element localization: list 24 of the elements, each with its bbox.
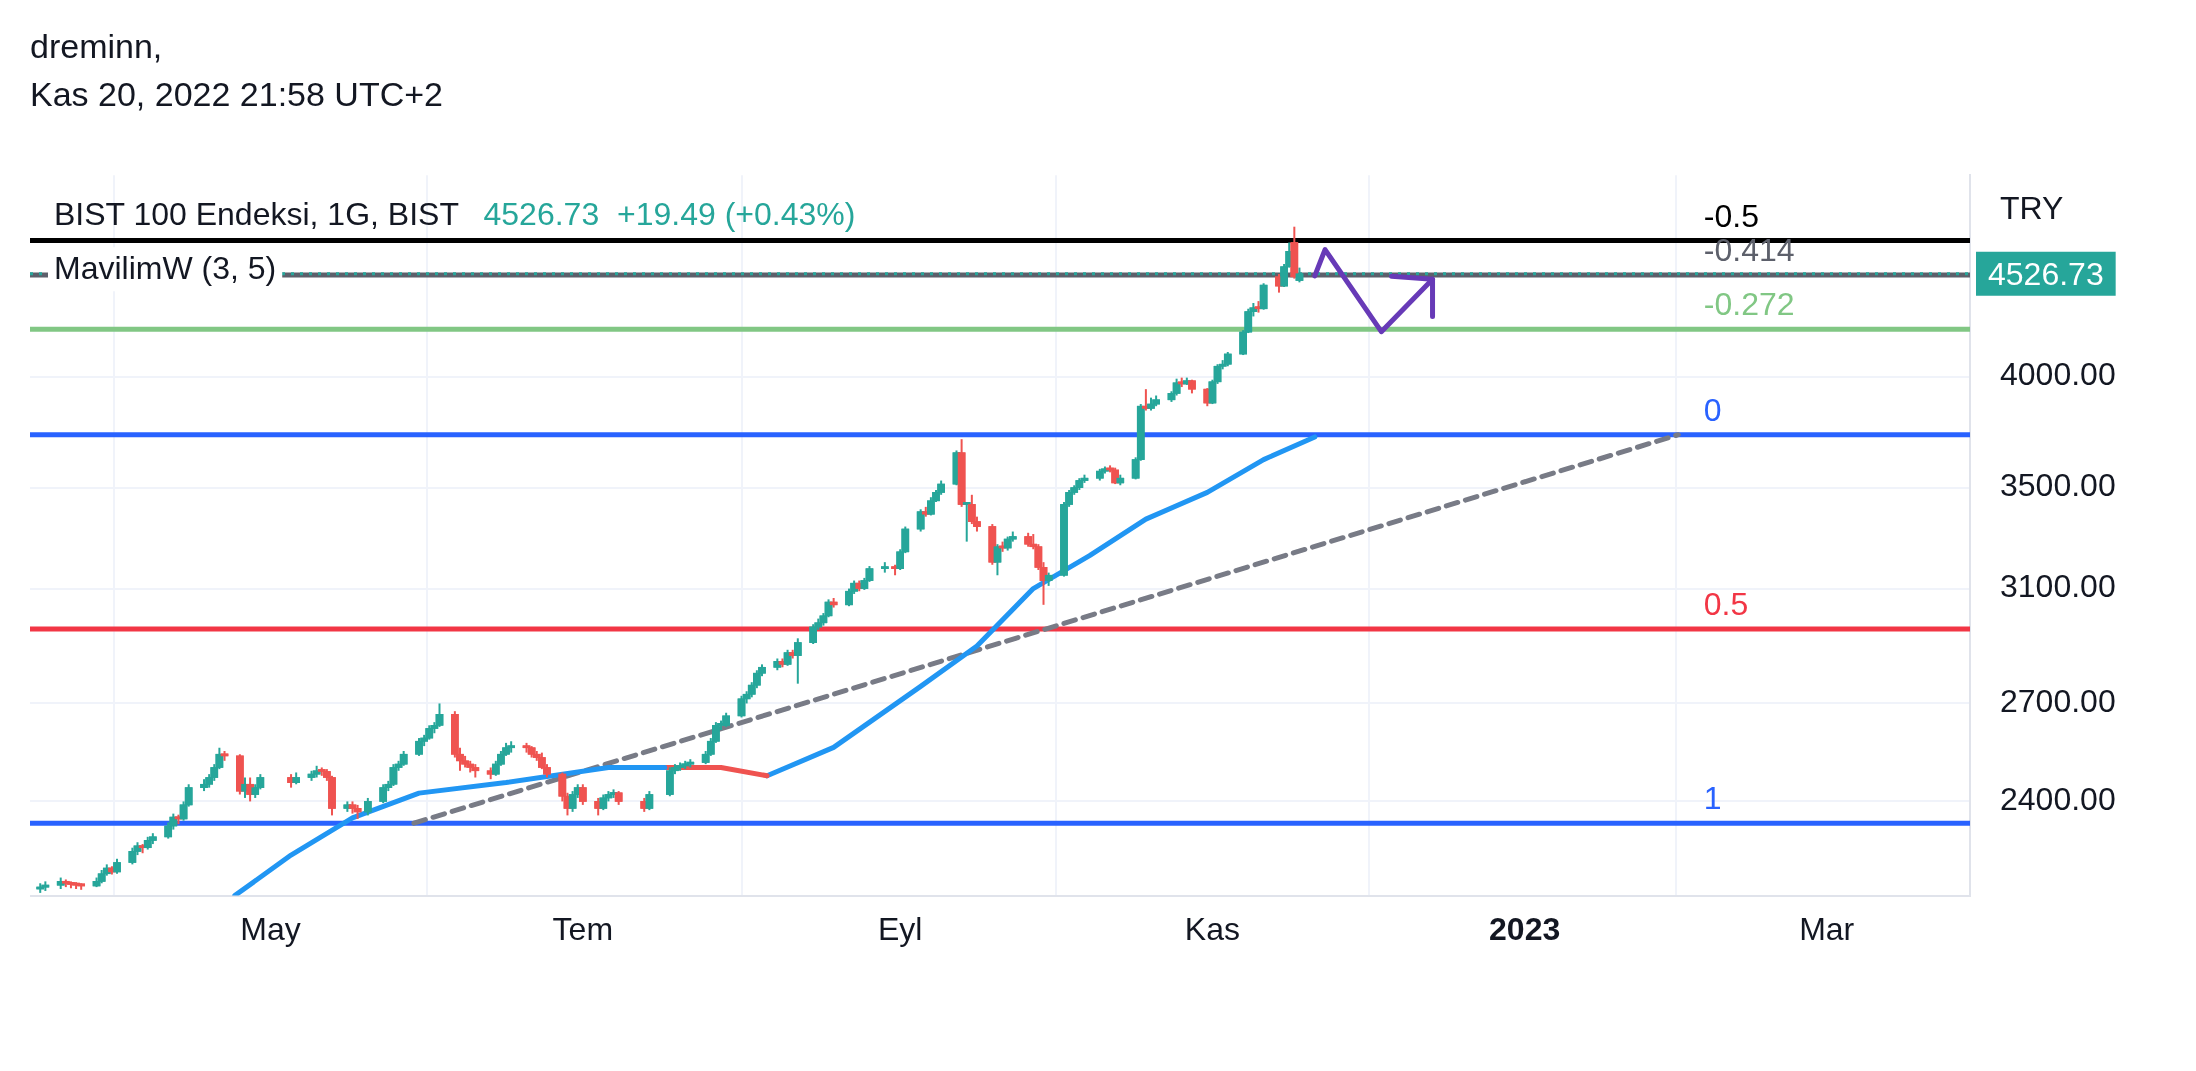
x-tick-label: May	[240, 910, 301, 947]
annotation: 0	[1703, 391, 1722, 428]
y-tick-label: 3100.00	[2000, 568, 2116, 605]
annotation: 1	[1703, 780, 1722, 817]
ref-line-label: 4526.73	[1988, 255, 2104, 292]
x-tick-label: Kas	[1184, 910, 1240, 947]
x-tick-label: Tem	[552, 910, 614, 947]
annotation: -0.5	[1703, 197, 1759, 234]
text: 4526.73 +19.49 (+0.43%)	[483, 196, 856, 233]
x-tick-label: Mar	[1799, 910, 1855, 947]
y-tick-label: 2400.00	[2000, 781, 2116, 818]
annotation: -0.414	[1703, 231, 1795, 268]
y-tick-label: 4000.00	[2000, 356, 2116, 393]
annotation: 0.5	[1703, 585, 1749, 622]
y-axis-title: TRY	[2000, 190, 2064, 227]
x-tick-label: 2023	[1489, 910, 1561, 947]
annotation: -0.272	[1703, 286, 1795, 323]
text: dreminn,	[30, 26, 164, 67]
y-tick-label: 2700.00	[2000, 683, 2116, 720]
text: Kas 20, 2022 21:58 UTC+2	[30, 74, 444, 115]
text: BIST 100 Endeksi, 1G, BIST	[54, 196, 459, 233]
annotation: MavilimW (3, 5)	[54, 250, 277, 287]
y-tick-label: 3500.00	[2000, 467, 2116, 504]
x-tick-label: Eyl	[877, 910, 923, 947]
